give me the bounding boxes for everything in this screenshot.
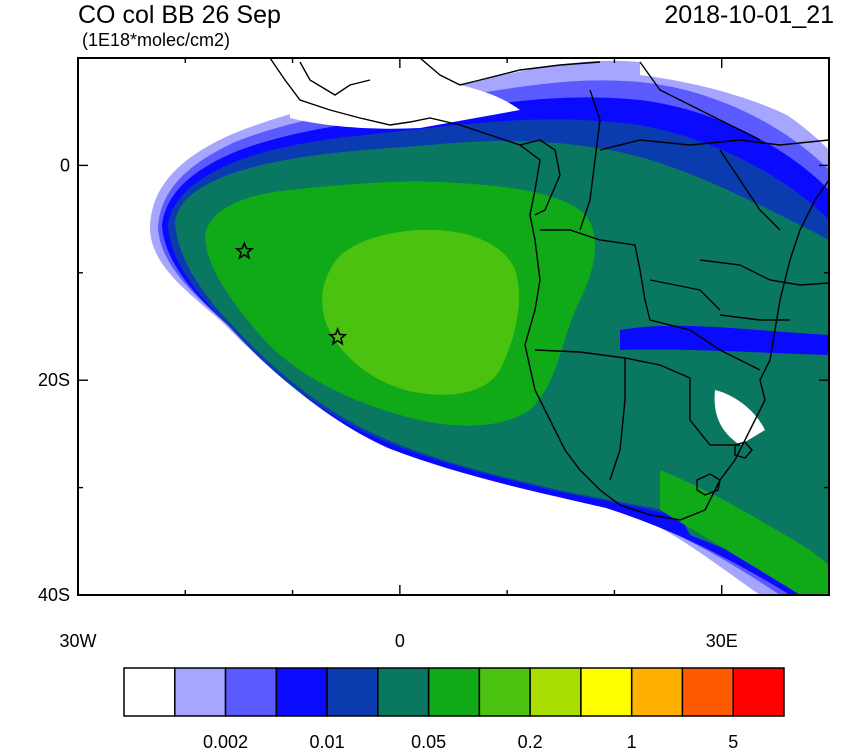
lat-label: 0 — [60, 155, 70, 175]
co-column-field — [150, 60, 829, 595]
colorbar-swatch — [123, 667, 176, 717]
colorbar-swatch — [377, 667, 430, 717]
timestamp-label: 2018-10-01_21 — [664, 1, 834, 29]
colorbar-swatch — [174, 667, 227, 717]
colorbar: 0.002 0.01 0.05 0.2 1 5 — [123, 667, 785, 750]
lat-label: 20S — [38, 370, 70, 390]
colorbar-label: 0.01 — [310, 732, 345, 750]
colorbar-swatch — [732, 667, 785, 717]
coastlines-and-borders — [269, 58, 829, 521]
units-label: (1E18*molec/cm2) — [82, 30, 231, 50]
lon-label: 30E — [706, 631, 738, 651]
markers — [234, 241, 348, 346]
plot-title: CO col BB 26 Sep — [78, 1, 281, 29]
star-marker — [327, 327, 348, 346]
colorbar-swatch — [478, 667, 531, 717]
colorbar-swatch — [427, 667, 481, 717]
map-frame — [77, 57, 830, 596]
colorbar-swatch — [529, 667, 582, 717]
colorbar-label: 0.002 — [203, 732, 248, 750]
axis-labels: 0 20S 40S 30W 0 30E — [38, 155, 738, 651]
colorbar-label: 1 — [627, 732, 637, 750]
colorbar-swatch — [630, 667, 684, 717]
colorbar-label: 0.2 — [518, 732, 543, 750]
colorbar-swatch — [580, 667, 633, 717]
axis-ticks — [77, 57, 830, 596]
colorbar-swatch — [326, 667, 379, 717]
star-marker — [234, 241, 254, 260]
colorbar-label: 5 — [728, 732, 738, 750]
colorbar-swatch — [681, 667, 734, 717]
lon-label: 30W — [59, 631, 96, 651]
colorbar-label: 0.05 — [411, 732, 446, 750]
lon-label: 0 — [395, 631, 405, 651]
colorbar-swatch — [275, 667, 328, 717]
colorbar-swatch — [224, 667, 278, 717]
lat-label: 40S — [38, 585, 70, 605]
